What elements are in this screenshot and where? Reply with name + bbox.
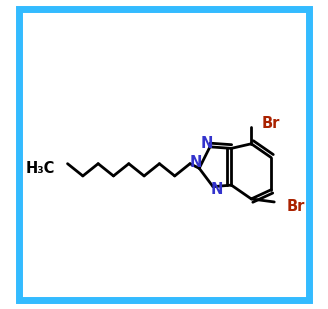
- Text: Br: Br: [286, 199, 305, 214]
- Text: N: N: [201, 136, 213, 151]
- Text: N: N: [211, 182, 223, 197]
- Text: H₃C: H₃C: [25, 161, 55, 176]
- Text: N: N: [190, 155, 202, 170]
- Text: Br: Br: [262, 116, 280, 131]
